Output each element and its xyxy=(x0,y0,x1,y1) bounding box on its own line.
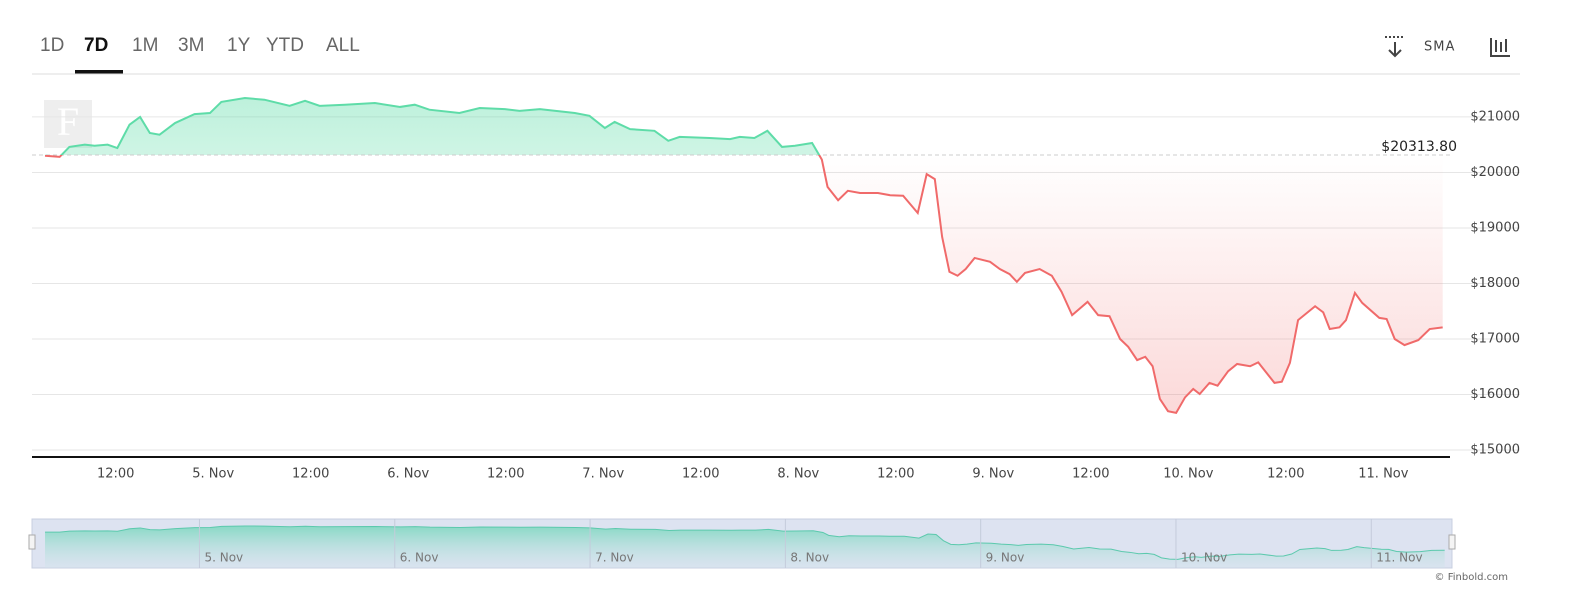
plot: F $15000 $16000 $17000 $18000 $19000 $20000 $21… xyxy=(28,97,1520,583)
price-line xyxy=(44,97,1443,414)
y-tick-label: $17000 xyxy=(1470,332,1520,347)
watermark: F xyxy=(57,99,79,144)
range-button[interactable]: ALL xyxy=(326,35,360,56)
x-tick-label: 12:00 xyxy=(1267,467,1304,482)
chart-type-icon[interactable] xyxy=(1490,38,1510,57)
baseline-label: $20313.80 xyxy=(1381,139,1457,155)
toolbar: 1D 7D 1M 3M 1Y YTD ALL xyxy=(40,35,360,74)
y-tick-label: $16000 xyxy=(1470,387,1520,402)
navigator-label: 8. Nov xyxy=(790,551,829,565)
y-tick-label: $19000 xyxy=(1470,220,1520,235)
range-button[interactable]: 1D xyxy=(40,35,64,56)
x-tick-label: 12:00 xyxy=(292,467,329,482)
x-tick-label: 12:00 xyxy=(487,467,524,482)
x-tick-label: 12:00 xyxy=(97,467,134,482)
x-tick-label: 11. Nov xyxy=(1358,467,1408,482)
x-tick-label: 10. Nov xyxy=(1163,467,1213,482)
area xyxy=(45,98,1443,413)
navigator-handle-right[interactable] xyxy=(1448,534,1456,550)
sma-button[interactable]: SMA xyxy=(1424,40,1455,55)
range-button[interactable]: YTD xyxy=(266,35,304,56)
navigator-handle-left[interactable] xyxy=(28,534,36,550)
toolbar-icons: SMA xyxy=(1385,36,1510,58)
x-tick-label: 12:00 xyxy=(877,467,914,482)
x-tick-label: 7. Nov xyxy=(582,467,624,482)
navigator-label: 5. Nov xyxy=(204,551,243,565)
y-tick-label: $21000 xyxy=(1470,109,1520,124)
navigator-label: 7. Nov xyxy=(595,551,634,565)
active-underline xyxy=(75,70,123,74)
navigator-label: 11. Nov xyxy=(1376,551,1422,565)
navigator-label: 10. Nov xyxy=(1181,551,1227,565)
x-tick-label: 6. Nov xyxy=(387,467,429,482)
range-button[interactable]: 7D xyxy=(84,35,108,56)
navigator-line xyxy=(45,525,1445,560)
navigator-label: 6. Nov xyxy=(400,551,439,565)
x-tick-label: 12:00 xyxy=(1072,467,1109,482)
navigator-label: 9. Nov xyxy=(986,551,1025,565)
x-tick-label: 12:00 xyxy=(682,467,719,482)
x-tick-label: 8. Nov xyxy=(777,467,819,482)
x-tick-label: 5. Nov xyxy=(192,467,234,482)
y-tick-label: $18000 xyxy=(1470,276,1520,291)
download-icon[interactable] xyxy=(1385,36,1405,58)
watermark-box xyxy=(44,100,92,148)
range-button[interactable]: 1M xyxy=(132,35,158,56)
range-button[interactable]: 3M xyxy=(178,35,204,56)
y-tick-label: $20000 xyxy=(1470,165,1520,180)
y-tick-label: $15000 xyxy=(1470,443,1520,458)
credit: © Finbold.com xyxy=(1435,572,1508,583)
x-tick-label: 9. Nov xyxy=(972,467,1014,482)
range-button[interactable]: 1Y xyxy=(227,35,251,56)
